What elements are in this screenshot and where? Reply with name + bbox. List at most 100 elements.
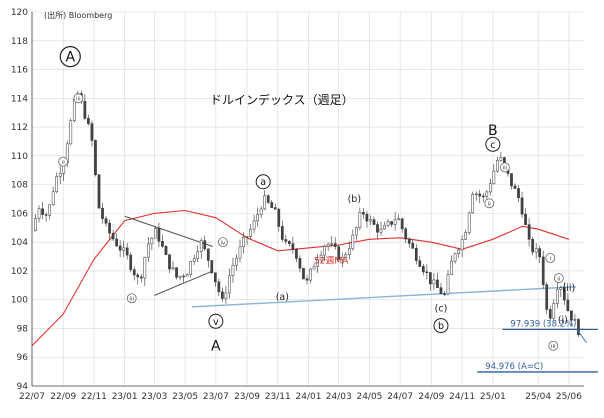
candle-body [520, 197, 524, 215]
trendline-triangle-upper [124, 215, 213, 247]
candle-body [421, 266, 425, 273]
y-tick-label: 94 [17, 382, 29, 392]
candle-body [316, 259, 319, 267]
candle-body [44, 214, 48, 216]
wave-label: v [213, 317, 219, 328]
candle-body [326, 243, 330, 247]
candle-body [139, 276, 143, 279]
y-tick-label: 118 [11, 37, 28, 47]
candle-body [259, 208, 263, 215]
candle-body [485, 191, 489, 197]
candle-body [129, 254, 133, 270]
candle-body [432, 279, 436, 285]
x-tick-label: 24/05 [356, 392, 382, 402]
candle-body [37, 208, 41, 219]
projection-arrow [578, 331, 587, 344]
y-tick-label: 100 [11, 296, 28, 306]
candle-body [467, 212, 471, 233]
candle-body [143, 257, 147, 279]
subwave-label: i [549, 256, 551, 262]
y-tick-label: 114 [11, 94, 28, 104]
candle-body [534, 248, 538, 253]
candle-body [111, 232, 115, 240]
candle-body [464, 232, 467, 240]
candle-body [305, 278, 309, 281]
candle-body [150, 237, 154, 245]
candle-body [471, 194, 475, 214]
y-tick-label: 112 [11, 123, 28, 133]
candle-body [376, 224, 379, 233]
candle-body [252, 220, 256, 230]
ma-line-group [31, 209, 570, 347]
candle-body [242, 236, 245, 248]
candle-body [196, 251, 200, 259]
subwave-label: iii [129, 296, 134, 302]
x-tick-label: 23/09 [234, 392, 260, 402]
wave-label-ring [433, 318, 449, 334]
candle-body [175, 267, 178, 278]
candle-body [404, 228, 408, 240]
wave-label: (b) [348, 194, 361, 205]
y-tick-label: 116 [11, 66, 28, 76]
wave-label: A [211, 339, 221, 355]
subwave-label: ii [62, 160, 66, 166]
wave-label: (ii) [563, 283, 576, 294]
x-tick-label: 24/01 [296, 392, 322, 402]
candle-body [277, 208, 281, 227]
candle-body [446, 274, 450, 295]
candle-body [393, 219, 397, 225]
candle-body [386, 221, 390, 226]
wave-label: B [488, 123, 498, 139]
candle-body [280, 226, 284, 240]
x-tick-label: 25/01 [480, 392, 506, 402]
target-lines: 97.939 (38.2%) 94.976 (A=C) [477, 319, 598, 373]
candle-body [203, 240, 207, 250]
subwave-label-ring [548, 340, 559, 351]
candle-body [527, 224, 531, 240]
candle-body [83, 101, 87, 119]
x-tick-label: 25/04 [525, 392, 551, 402]
subwave-label-ring [217, 237, 228, 248]
subwave-label-ring [545, 253, 556, 263]
candle-body [337, 246, 341, 260]
candle-body [168, 254, 171, 270]
candle-body [369, 219, 372, 222]
candle-body [488, 183, 492, 193]
candle-body [538, 248, 542, 258]
candle-body [429, 272, 432, 285]
x-tick-label: 22/07 [19, 392, 45, 402]
candle-body [358, 212, 362, 228]
trendline-triangle-lower [154, 270, 214, 296]
candle-body [189, 261, 192, 275]
subwave-label-ring [73, 93, 84, 104]
wave-label: b [438, 321, 444, 332]
candle-body [210, 260, 214, 274]
candle-body [474, 193, 478, 195]
candle-body [414, 247, 418, 261]
candle-body [101, 207, 104, 219]
wave-label-ring [255, 174, 271, 190]
candle-body [270, 202, 274, 208]
candle-body [443, 293, 446, 295]
subwave-label: iii [76, 97, 81, 103]
x-tick-label: 24/11 [449, 392, 475, 402]
candle-body [182, 275, 185, 278]
candle-body [309, 268, 312, 281]
target-line-label: 94.976 (A=C) [485, 362, 543, 372]
candle-body [383, 225, 386, 230]
candle-body [548, 309, 552, 319]
candle-body [407, 238, 411, 244]
candle-body [224, 292, 228, 299]
x-tick-label: 23/11 [265, 392, 291, 402]
candle-body [379, 228, 383, 233]
x-tick-label: 23/01 [112, 392, 138, 402]
candle-body [499, 157, 503, 161]
candle-body [273, 207, 277, 210]
candle-body [573, 319, 577, 321]
subwave-label-ring [58, 156, 69, 167]
candle-body [340, 256, 344, 260]
wave-label: A [65, 50, 75, 66]
wave-label: a [260, 177, 266, 188]
candle-body [524, 213, 527, 225]
